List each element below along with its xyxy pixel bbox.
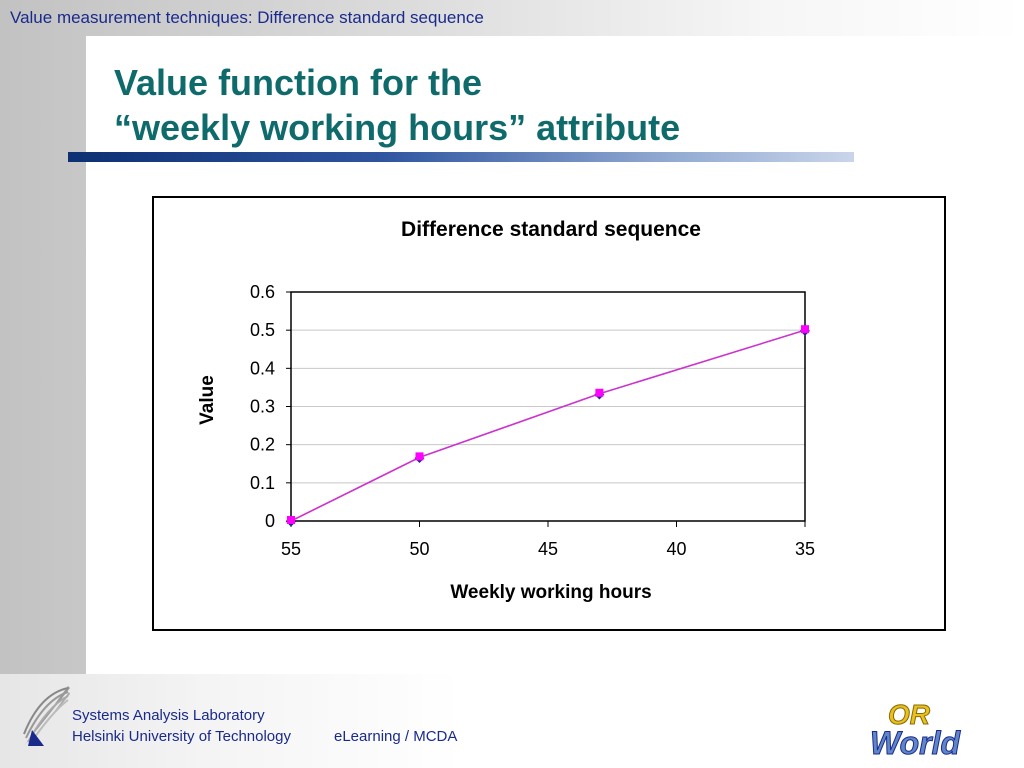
- y-tick-label: 0.1: [250, 473, 275, 493]
- y-tick-label: 0.2: [250, 435, 275, 455]
- footer-course-label: eLearning / MCDA: [334, 728, 458, 745]
- series-line: [290, 329, 806, 522]
- y-tick-label: 0.3: [250, 397, 275, 417]
- chart-gridlines: [291, 329, 805, 484]
- chart-ticks: 0 0.1 0.2 0.3 0.4 0.5 0.6 55 50 45 40 35: [250, 282, 815, 559]
- y-axis-label: Value: [197, 375, 218, 425]
- data-point: [595, 388, 604, 397]
- y-tick-label: 0.4: [250, 358, 275, 378]
- x-tick-label: 40: [666, 539, 686, 559]
- or-world-logo-world: World: [870, 725, 962, 760]
- y-tick-label: 0.6: [250, 282, 275, 302]
- chart-series: [286, 325, 810, 527]
- x-tick-label: 35: [795, 539, 815, 559]
- footer-university-name: Helsinki University of Technology: [72, 728, 291, 745]
- slide-title: Value function for the “weekly working h…: [114, 60, 680, 150]
- data-point: [801, 325, 809, 334]
- y-tick-label: 0.5: [250, 320, 275, 340]
- chart-svg: Difference standard sequence 00.10.20.30…: [197, 218, 815, 603]
- slide-title-line1: Value function for the: [114, 62, 483, 103]
- x-tick-label: 45: [538, 539, 558, 559]
- header-text: Value measurement techniques: Difference…: [10, 8, 484, 27]
- chart-frame: Difference standard sequence 0 0.1 0.2 0.3 0…: [152, 196, 946, 631]
- or-world-logo-or: OR: [888, 699, 931, 730]
- slide-title-line2: “weekly working hours” attribute: [114, 107, 681, 148]
- or-world-logo: OR World: [870, 699, 963, 761]
- footer-strip: [0, 674, 1024, 768]
- title-rule: [68, 152, 854, 162]
- university-logo: [23, 686, 70, 746]
- x-axis-label: Weekly working hours: [450, 582, 651, 603]
- data-point: [415, 452, 424, 461]
- x-tick-label: 55: [281, 539, 301, 559]
- y-tick-label: 0: [265, 511, 275, 531]
- data-point: [287, 516, 295, 524]
- x-tick-label: 50: [409, 539, 429, 559]
- chart-title: Difference standard sequence: [401, 218, 701, 241]
- footer-lab-name: Systems Analysis Laboratory: [72, 707, 265, 724]
